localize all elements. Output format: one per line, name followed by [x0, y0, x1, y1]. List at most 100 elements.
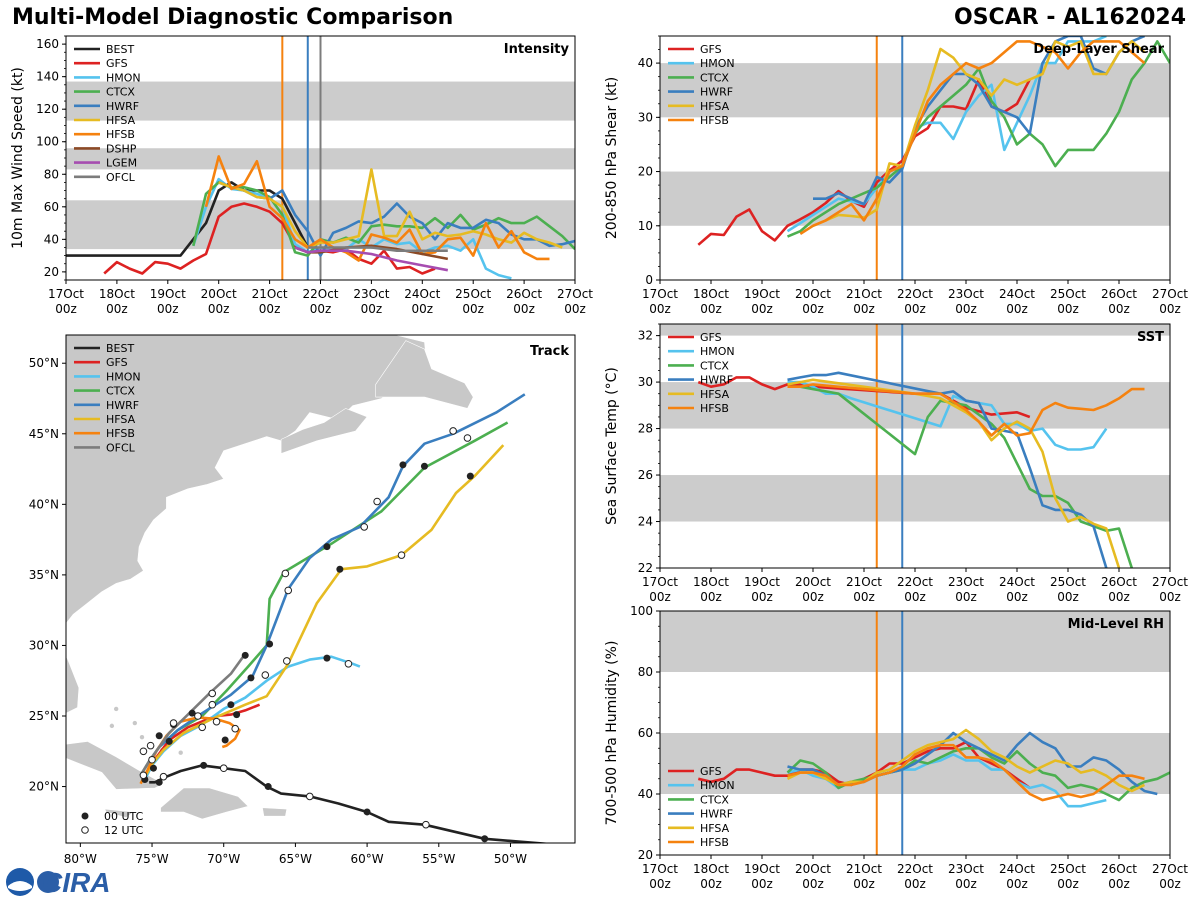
position-dot-00utc [266, 640, 274, 648]
shade-band [660, 475, 1170, 522]
x-tick-label: 17Oct [642, 575, 678, 589]
y-axis-label: 200-850 hPa Shear (kt) [604, 77, 620, 239]
x-tick-label: 00z [513, 302, 535, 316]
position-dot-00utc [466, 472, 474, 480]
position-dot-00utc [336, 565, 344, 573]
x-tick-label: 00z [751, 302, 773, 316]
position-dot-12utc [281, 569, 290, 578]
x-tick-label: 00z [55, 302, 77, 316]
x-tick-label: 00z [649, 877, 671, 891]
panel-title: Track [530, 344, 569, 359]
position-dot-12utc [208, 689, 217, 698]
series-line-hfsb [799, 40, 1146, 235]
y-tick-label: 45°N [29, 427, 59, 441]
legend-label: 00 UTC [104, 810, 144, 823]
position-dot-00utc [221, 736, 229, 744]
island [113, 706, 119, 712]
position-dot-00utc [323, 654, 331, 662]
legend-label: HWRF [106, 399, 139, 412]
y-tick-label: 20°N [29, 780, 59, 794]
legend-label: HMON [106, 71, 141, 84]
legend-label: HFSB [700, 402, 729, 415]
x-tick-label: 25Oct [455, 287, 491, 301]
position-dot-12utc [463, 434, 472, 442]
position-dot-12utc [146, 741, 155, 750]
position-dot-12utc [212, 717, 221, 726]
series-line-lgem [294, 246, 449, 272]
island [109, 723, 115, 729]
x-tick-label: 23Oct [353, 287, 389, 301]
series-line-hfsb [787, 743, 1145, 802]
legend-label: HWRF [700, 86, 733, 99]
x-tick-label: 00z [462, 302, 484, 316]
x-tick-label: 00z [361, 302, 383, 316]
y-tick-label: 22 [638, 561, 653, 575]
x-tick-label: 55°W [422, 852, 455, 866]
position-dot-00utc [247, 674, 255, 682]
position-dot-12utc [360, 523, 369, 531]
x-tick-label: 00z [412, 302, 434, 316]
panel-title: Mid-Level RH [1068, 617, 1164, 632]
position-dot-12utc [159, 772, 168, 781]
x-tick-label: 27Oct [1152, 862, 1188, 876]
x-tick-label: 60°W [351, 852, 384, 866]
x-tick-label: 00z [955, 590, 977, 604]
shade-band [660, 382, 1170, 429]
x-tick-label: 17Oct [642, 862, 678, 876]
x-tick-label: 19Oct [744, 862, 780, 876]
position-dot-00utc [399, 461, 407, 469]
x-tick-label: 18Oct [99, 287, 135, 301]
globe-icon [37, 871, 59, 893]
y-tick-label: 100 [36, 135, 59, 149]
x-tick-label: 00z [751, 590, 773, 604]
legend-label: DSHP [106, 142, 137, 155]
legend-label: HMON [700, 779, 735, 792]
x-tick-label: 00z [208, 302, 230, 316]
shade-band [660, 171, 1170, 226]
x-tick-label: 00z [802, 590, 824, 604]
series-line-hwrf [787, 371, 1108, 568]
x-tick-label: 21Oct [846, 575, 882, 589]
x-tick-label: 00z [904, 302, 926, 316]
y-tick-label: 28 [638, 422, 653, 436]
nova-scotia-land [280, 408, 368, 454]
legend-label: HWRF [106, 100, 139, 113]
x-tick-label: 21Oct [252, 287, 288, 301]
position-dot-12utc [344, 659, 353, 668]
chart-sst: 22242628303217Oct00z18Oct00z19Oct00z20Oc… [604, 323, 1188, 604]
position-dot-00utc [227, 701, 235, 709]
legend-label: HMON [700, 345, 735, 358]
x-tick-label: 21Oct [846, 287, 882, 301]
x-tick-label: 22Oct [897, 575, 933, 589]
series-line-hmon [787, 380, 1108, 451]
legend-label: LGEM [106, 157, 137, 170]
x-tick-label: 00z [649, 302, 671, 316]
legend-label: CTCX [106, 86, 135, 99]
cira-logo: CIRA [6, 867, 110, 898]
position-dot-00utc [363, 808, 371, 816]
legend-label: CTCX [106, 385, 135, 398]
series-line-hmon [786, 36, 1107, 233]
legend-label: BEST [106, 342, 134, 355]
cira-logo-text: CIRA [42, 867, 110, 898]
x-tick-label: 26Oct [1101, 862, 1137, 876]
position-dot-00utc [155, 778, 163, 786]
y-tick-label: 25°N [29, 709, 59, 723]
x-tick-label: 00z [106, 302, 128, 316]
panel-title: Deep-Layer Shear [1033, 42, 1164, 57]
y-tick-label: 30 [638, 110, 653, 124]
x-tick-label: 00z [802, 302, 824, 316]
x-tick-label: 80°W [64, 852, 97, 866]
position-dot-00utc [149, 764, 157, 772]
x-tick-label: 00z [1108, 590, 1130, 604]
y-tick-label: 35°N [29, 568, 59, 582]
legend-label: GFS [106, 57, 128, 70]
legend-label: GFS [700, 765, 722, 778]
x-tick-label: 00z [310, 302, 332, 316]
x-tick-label: 75°W [135, 852, 168, 866]
y-tick-label: 120 [36, 102, 59, 116]
x-tick-label: 20Oct [795, 862, 831, 876]
x-tick-label: 19Oct [744, 575, 780, 589]
legend-label: OFCL [106, 441, 136, 454]
x-tick-label: 00z [853, 590, 875, 604]
